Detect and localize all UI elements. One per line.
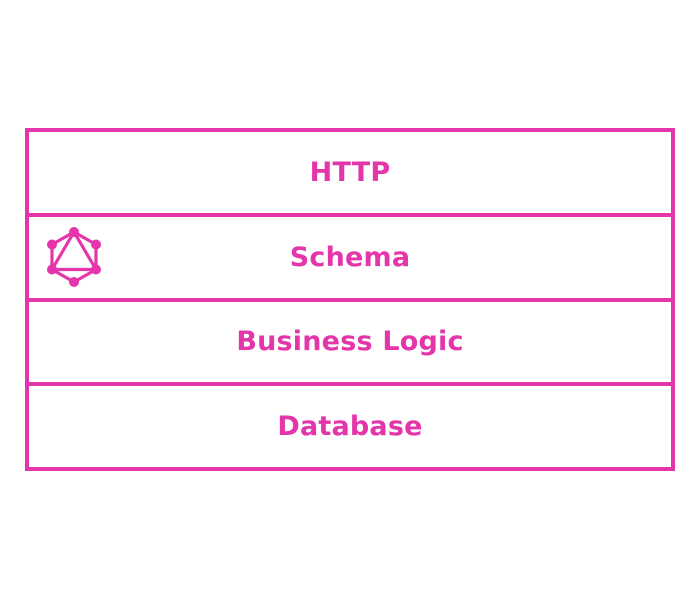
layer-label-schema: Schema <box>289 241 411 273</box>
layer-label-http: HTTP <box>309 156 391 188</box>
layer-label-database: Database <box>277 411 423 443</box>
graphql-logo-icon <box>45 227 103 288</box>
layer-http: HTTP <box>29 132 671 217</box>
layer-schema: Schema <box>29 217 671 302</box>
layer-business-logic: Business Logic <box>29 302 671 387</box>
layer-stack: HTTP Schema <box>25 128 675 471</box>
layer-label-business-logic: Business Logic <box>236 326 464 358</box>
layer-database: Database <box>29 386 671 467</box>
